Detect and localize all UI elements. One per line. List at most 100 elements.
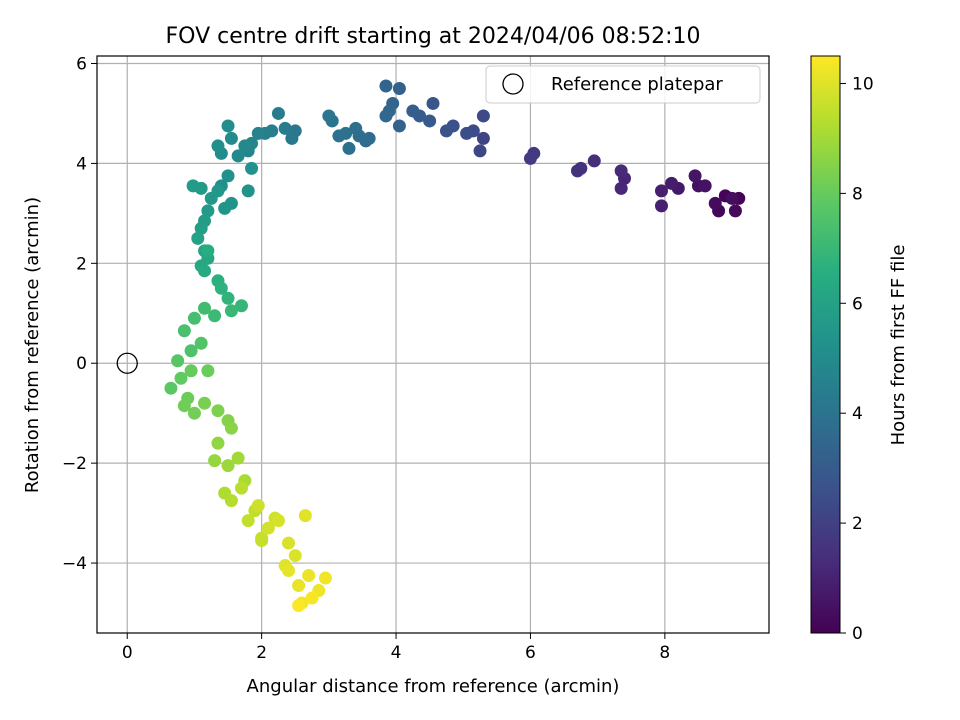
data-point (224, 421, 238, 435)
data-point (171, 354, 185, 368)
data-point (184, 364, 198, 378)
colorbar-tick-label: 4 (852, 404, 863, 424)
data-point (201, 244, 215, 258)
data-point (460, 126, 474, 140)
data-point (665, 176, 679, 190)
data-point (201, 204, 215, 218)
legend-label-reference-platepar: Reference platepar (551, 74, 723, 95)
legend: Reference platepar (485, 65, 761, 104)
colorbar: 0 2 4 6 8 10 Hours from first FF file (810, 55, 909, 644)
data-point (177, 324, 191, 338)
colorbar-tick-label: 8 (852, 184, 863, 204)
y-axis-label: Rotation from reference (arcmin) (22, 197, 43, 493)
data-point (725, 191, 739, 205)
data-point (305, 591, 319, 605)
colorbar-tick-label: 0 (852, 624, 863, 644)
data-point (292, 579, 306, 593)
data-point (392, 119, 406, 133)
data-point (728, 204, 742, 218)
data-point (204, 191, 218, 205)
data-point (186, 179, 200, 193)
data-point (426, 96, 440, 110)
y-tick-label: −4 (62, 554, 87, 574)
data-point (251, 499, 265, 513)
data-point (208, 454, 222, 468)
x-tick-label: 8 (659, 643, 670, 663)
scatter-points (164, 79, 746, 613)
x-tick-label: 0 (122, 643, 133, 663)
data-point (198, 396, 212, 410)
data-point (198, 301, 212, 315)
data-point (198, 264, 212, 278)
data-point (476, 109, 490, 123)
colorbar-tick-label: 2 (852, 514, 863, 534)
data-point (439, 124, 453, 138)
data-point (654, 184, 668, 198)
data-point (194, 221, 208, 235)
data-point (174, 371, 188, 385)
y-tick-label: 6 (76, 54, 87, 74)
colorbar-tick-label: 10 (852, 74, 874, 94)
data-point (271, 514, 285, 528)
y-tick-label: 2 (76, 254, 87, 274)
data-point (392, 81, 406, 95)
data-point (261, 521, 275, 535)
data-point (302, 569, 316, 583)
data-point (187, 311, 201, 325)
data-point (708, 196, 722, 210)
data-point (282, 536, 296, 550)
data-point (688, 169, 702, 183)
data-point (224, 304, 238, 318)
data-point (379, 109, 393, 123)
data-point (218, 201, 232, 215)
data-point (476, 131, 490, 145)
data-point (362, 131, 376, 145)
data-point (177, 399, 191, 413)
data-point (234, 481, 248, 495)
data-point (322, 109, 336, 123)
data-point (221, 291, 235, 305)
data-point (342, 141, 356, 155)
data-point (191, 231, 205, 245)
data-point (221, 119, 235, 133)
data-point (238, 139, 252, 153)
data-point (473, 144, 487, 158)
x-tick-label: 4 (391, 643, 402, 663)
data-point (251, 126, 265, 140)
reference-marker (116, 352, 138, 374)
data-point (214, 281, 228, 295)
data-point (231, 149, 245, 163)
data-point (208, 309, 222, 323)
data-point (194, 336, 208, 350)
data-point (271, 106, 285, 120)
x-tick-label: 2 (256, 643, 267, 663)
y-axis-ticks: −4 −2 0 2 4 6 (62, 54, 97, 574)
data-point (221, 459, 235, 473)
data-point (231, 451, 245, 465)
data-point (211, 404, 225, 418)
x-axis-ticks: 0 2 4 6 8 (122, 633, 670, 663)
legend-box (485, 65, 761, 104)
data-point (298, 509, 312, 523)
colorbar-ticks: 0 2 4 6 8 10 (840, 74, 874, 644)
data-point (184, 344, 198, 358)
data-point (255, 534, 269, 548)
data-point (224, 131, 238, 145)
data-point (654, 199, 668, 213)
data-point (241, 184, 255, 198)
data-point (349, 121, 363, 135)
y-tick-label: −2 (62, 454, 87, 474)
colorbar-tick-label: 6 (852, 294, 863, 314)
data-point (614, 164, 628, 178)
x-axis-label: Angular distance from reference (arcmin) (247, 676, 620, 697)
legend-open-circle-marker (502, 73, 524, 95)
x-tick-label: 6 (525, 643, 536, 663)
data-point (318, 571, 332, 585)
data-point (587, 154, 601, 168)
data-point (224, 494, 238, 508)
data-point (278, 121, 292, 135)
data-point (292, 599, 306, 613)
y-tick-label: 4 (76, 154, 87, 174)
data-point (234, 299, 248, 313)
